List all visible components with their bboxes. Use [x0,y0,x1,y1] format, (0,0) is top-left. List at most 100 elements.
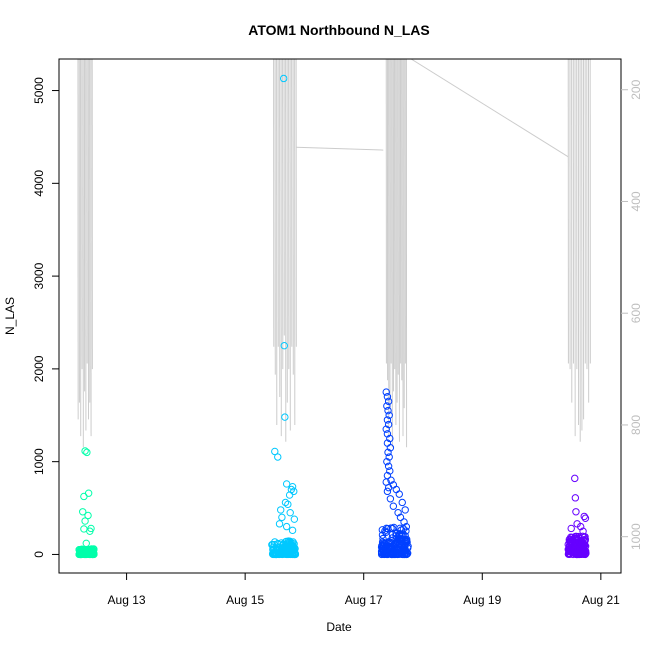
data-point [286,508,294,517]
x-axis-label: Date [326,620,352,634]
data-point [393,549,401,557]
data-point [383,487,392,496]
y-tick-label: 4000 [32,170,46,197]
data-point [78,550,86,558]
data-point [394,508,402,517]
y-tick-label: 2000 [32,355,46,382]
data-point [285,491,294,499]
data-point [383,430,392,438]
data-point [576,522,585,531]
data-point [274,453,282,461]
data-point [381,527,389,535]
data-point [386,444,395,452]
data-point [567,533,575,541]
data-point [383,402,391,410]
data-point [81,550,89,559]
data-point [581,514,590,522]
data-point [401,532,409,540]
data-point [80,546,88,554]
data-point [382,425,390,433]
y2-tick-label: 600 [629,303,643,323]
data-point [290,515,299,523]
data-point [383,416,392,424]
data-point [291,544,299,553]
y2-tick-label: 1000 [629,523,643,550]
data-point [80,492,88,501]
data-point [399,530,407,538]
y-tick-label: 5000 [32,77,46,104]
data-point [398,498,406,507]
x-tick-label: Aug 17 [345,593,383,607]
data-point [401,506,409,514]
data-point [279,541,287,549]
data-point [385,411,393,419]
data-point [84,550,92,558]
data-point [384,406,392,415]
data-point [81,447,89,455]
data-point [403,535,411,544]
data-point [395,490,403,498]
data-point [268,541,276,549]
data-point [286,549,294,557]
data-point [384,397,393,406]
depth-connector [410,59,569,158]
x-tick-label: Aug 21 [582,593,620,607]
x-tick-label: Aug 15 [226,593,264,607]
data-point [281,413,289,421]
data-point [275,520,284,528]
data-point [383,457,391,466]
data-point [290,487,298,496]
data-point [281,498,290,507]
x-tick-label: Aug 19 [463,593,501,607]
data-point [384,483,393,492]
data-point [400,518,408,526]
depth-connector [296,146,384,151]
data-point [392,485,401,494]
data-point [570,538,579,546]
data-point [383,393,392,401]
y2-tick-label: 200 [629,79,643,99]
plot-frame [58,58,622,574]
data-point [575,549,583,557]
data-point [571,494,580,502]
data-point [388,530,397,539]
data-point [384,420,393,429]
data-point [386,434,394,443]
x-tick-label: Aug 13 [108,593,146,607]
data-point [401,539,410,548]
data-point [289,542,298,550]
data-point [272,550,280,559]
data-point [380,549,389,558]
data-point [280,341,288,350]
data-point [84,511,92,520]
data-point [579,527,587,535]
data-point [277,506,285,514]
data-point [279,74,288,83]
data-point [396,513,405,522]
data-point [88,550,96,559]
data-point [75,550,83,559]
data-point [289,538,297,546]
data-point [385,453,393,461]
data-point [79,508,87,516]
data-point [88,546,97,555]
chart-title: ATOM1 Northbound N_LAS [248,22,429,38]
y2-tick-label: 400 [629,191,643,211]
y-axis-label: N_LAS [3,297,17,335]
data-point [581,536,589,545]
data-point [388,540,396,548]
data-point [384,550,392,559]
data-points [75,74,590,559]
data-point [81,517,89,525]
data-point [86,527,94,535]
data-point [389,502,398,510]
data-point [83,448,91,457]
data-point [271,447,279,456]
data-point [576,543,584,551]
y-tick-label: 3000 [32,262,46,289]
data-point [282,480,291,488]
data-point [282,522,291,531]
data-point [392,550,400,558]
data-point [401,550,409,559]
data-point [386,467,394,475]
